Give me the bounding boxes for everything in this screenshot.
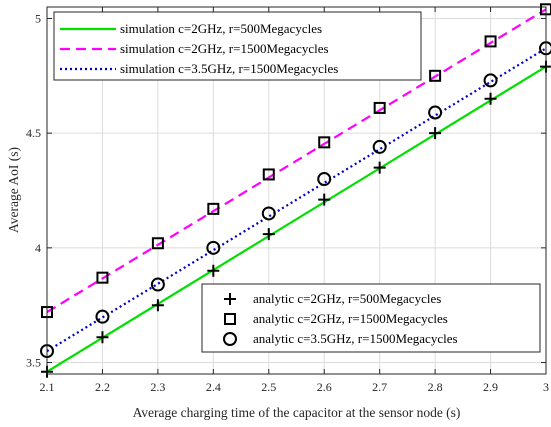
x-tick-label: 2.6	[317, 380, 332, 394]
circle-marker	[483, 73, 498, 88]
x-tick-label: 2.3	[150, 380, 165, 394]
y-tick-label: 5	[35, 11, 41, 25]
series-line	[46, 8, 547, 314]
square-marker	[373, 101, 386, 114]
square-marker	[262, 168, 275, 181]
plus-marker	[96, 331, 109, 344]
circle-marker	[317, 172, 332, 187]
square-marker	[96, 271, 109, 284]
x-tick-label: 2.7	[372, 380, 387, 394]
square-marker	[429, 69, 442, 82]
square-marker	[318, 136, 331, 149]
square-marker	[151, 237, 164, 250]
y-tick-label: 3.5	[26, 356, 41, 370]
plus-marker	[224, 293, 236, 305]
x-axis-label: Average charging time of the capacitor a…	[133, 405, 461, 420]
legend-label: simulation c=2GHz, r=1500Megacycles	[120, 41, 329, 56]
series-line	[46, 47, 547, 353]
legend-analytic: analytic c=2GHz, r=500Megacycles analytic…	[201, 283, 541, 353]
circle-marker	[428, 105, 443, 120]
square-marker	[224, 313, 236, 325]
legend-label: analytic c=2GHz, r=500Megacycles	[253, 291, 441, 306]
y-tick-label: 4	[35, 241, 41, 255]
x-tick-label: 3	[543, 380, 549, 394]
legend-simulation: simulation c=2GHz, r=500Megacycles simula…	[53, 11, 422, 81]
x-tick-label: 2.2	[95, 380, 110, 394]
circle-marker	[261, 206, 276, 221]
x-tick-label: 2.9	[483, 380, 498, 394]
axis-ticks: 2.1 2.2 2.3 2.4 2.5 2.6 2.7 2.8 2.9 3 3.5 4 4.5 5	[26, 7, 549, 394]
x-tick-label: 2.4	[206, 380, 221, 394]
y-axis-label: Average AoI (s)	[6, 147, 21, 233]
legend-label: simulation c=3.5GHz, r=1500Megacycles	[120, 61, 338, 76]
plot-frame	[46, 6, 547, 375]
plus-marker	[318, 193, 331, 206]
legend-box	[201, 283, 541, 353]
plus-marker	[429, 127, 442, 140]
circle-marker	[223, 332, 237, 346]
y-tick-label: 4.5	[26, 126, 41, 140]
legend-label: simulation c=2GHz, r=500Megacycles	[120, 21, 322, 36]
circle-marker	[206, 240, 221, 255]
plus-marker	[262, 228, 275, 241]
square-marker	[207, 202, 220, 215]
legend-label: analytic c=3.5GHz, r=1500Megacycles	[253, 331, 458, 346]
plus-marker	[207, 264, 220, 277]
plus-marker	[373, 161, 386, 174]
circle-marker	[95, 309, 110, 324]
x-tick-label: 2.8	[428, 380, 443, 394]
circle-marker	[150, 277, 165, 292]
legend-label: analytic c=2GHz, r=1500Megacycles	[253, 311, 448, 326]
simulation-lines	[46, 8, 547, 373]
series-line	[46, 65, 547, 373]
plus-marker	[151, 299, 164, 312]
x-tick-label: 2.5	[261, 380, 276, 394]
plus-marker	[484, 92, 497, 105]
square-marker	[484, 35, 497, 48]
x-tick-label: 2.1	[40, 380, 55, 394]
circle-marker	[372, 139, 387, 154]
